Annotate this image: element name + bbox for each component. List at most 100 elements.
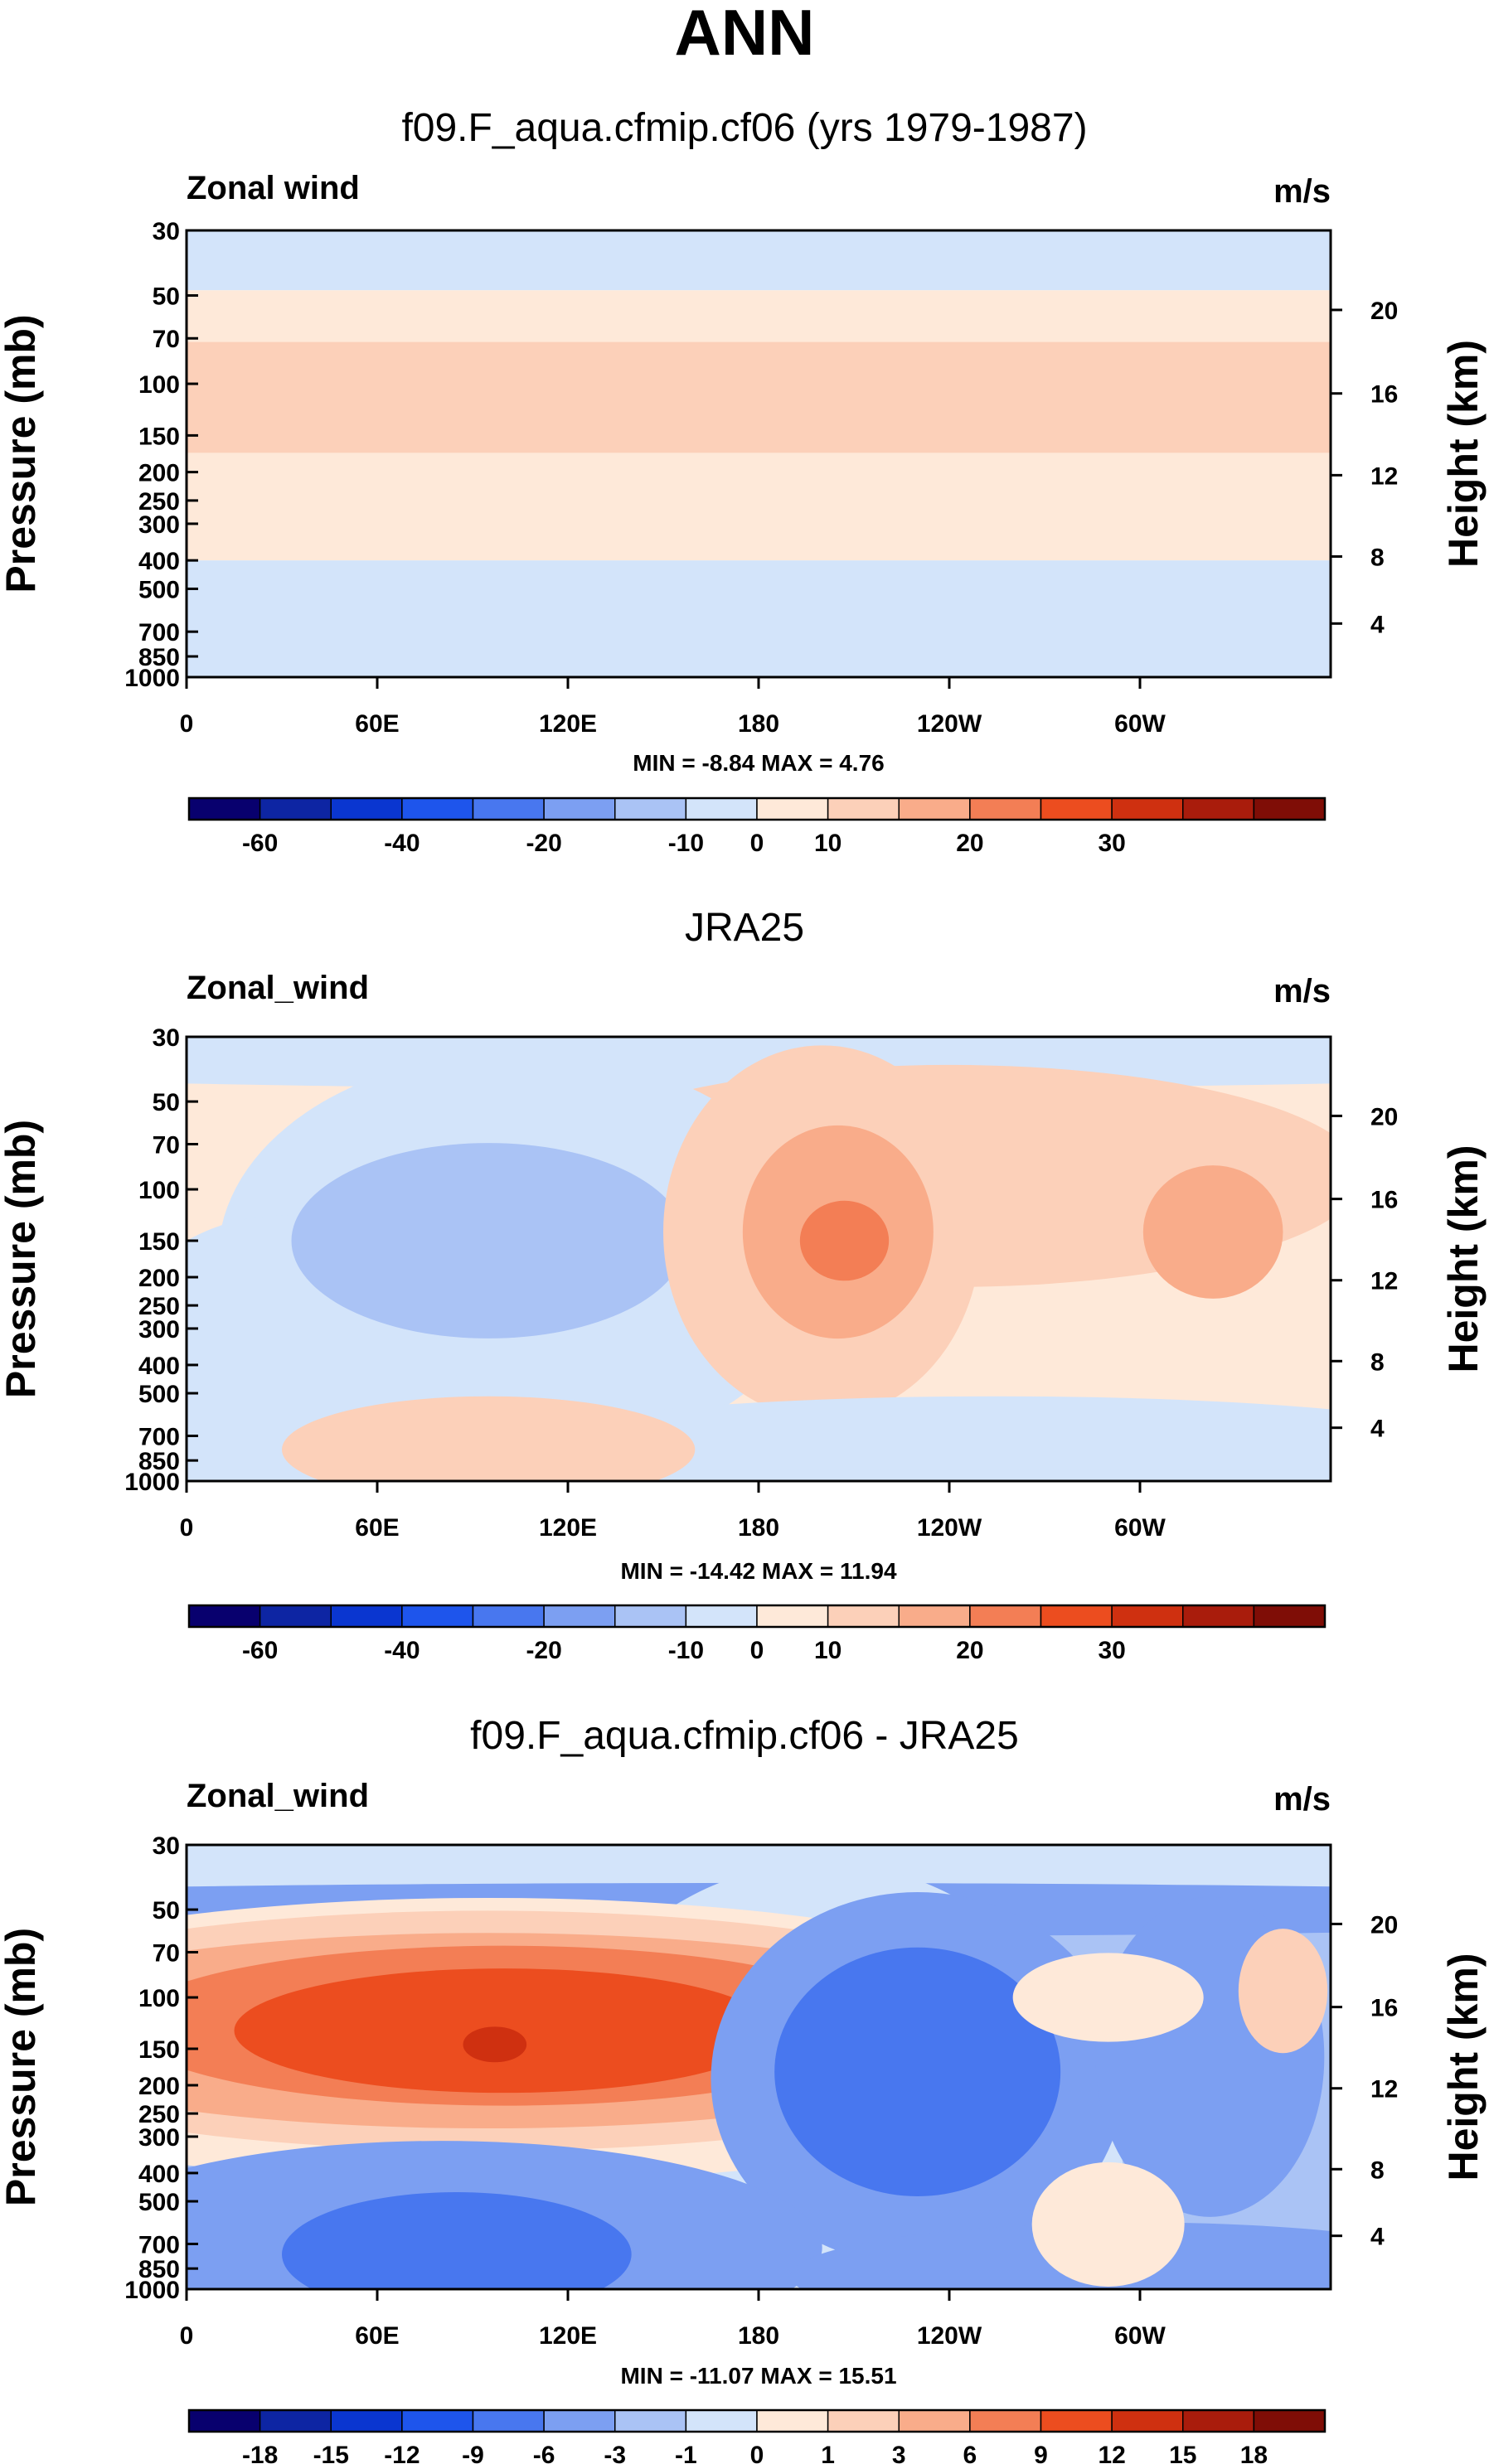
y-axis-title: Pressure (mb) <box>0 1120 44 1398</box>
x-tick-label: 60W <box>1114 1514 1166 1542</box>
colorbar-label: -6 <box>533 2442 555 2464</box>
panel-title: f09.F_aqua.cfmip.cf06 - JRA25 <box>470 1714 1019 1758</box>
colorbar-frame <box>187 796 1327 821</box>
colorbar: -18 -15 -12 -9 -6 -3 -1 0 1 3 6 9 12 15 18 <box>187 2408 1327 2464</box>
colorbar-swatch <box>330 1605 403 1628</box>
x-tick-label: 120W <box>917 710 982 738</box>
y-tick-label: 1000 <box>124 2277 180 2304</box>
contour-field <box>187 1037 1331 1481</box>
y-tick-label: 50 <box>153 1089 180 1116</box>
y-tick-label: 30 <box>153 1024 180 1052</box>
contour-region <box>1142 1165 1283 1299</box>
colorbar-label: -9 <box>462 2442 484 2464</box>
y-tick-label: 1000 <box>124 665 180 692</box>
y2-tick-label: 16 <box>1370 381 1398 409</box>
colorbar-swatch <box>756 1605 829 1628</box>
y2-tick-label: 20 <box>1370 1911 1398 1939</box>
y-axis-title: Pressure (mb) <box>0 1928 44 2206</box>
colorbar-label: 30 <box>1098 830 1125 857</box>
contour-band <box>187 453 1331 561</box>
units-label: m/s <box>1273 173 1331 210</box>
colorbar-swatch <box>472 1605 545 1628</box>
colorbar-label: 10 <box>814 830 842 857</box>
units-label: m/s <box>1273 1781 1331 1818</box>
y-tick-label: 400 <box>138 2161 180 2188</box>
colorbar-swatch <box>259 797 332 821</box>
x-tick-label: 0 <box>180 1514 194 1542</box>
y-tick-label: 700 <box>138 2231 180 2258</box>
y-tick-label: 50 <box>153 283 180 311</box>
y-tick-label: 250 <box>138 488 180 516</box>
colorbar-label: -10 <box>668 1637 704 1664</box>
y2-tick-label: 8 <box>1370 2157 1385 2184</box>
y2-tick-label: 12 <box>1370 462 1398 490</box>
y2-tick-label: 12 <box>1370 1268 1398 1295</box>
colorbar-label: 15 <box>1169 2442 1196 2464</box>
colorbar-swatch <box>330 2409 403 2433</box>
x-tick-label: 60W <box>1114 710 1166 738</box>
colorbar-swatch <box>969 1605 1042 1628</box>
colorbar-label: -40 <box>384 1637 420 1664</box>
x-tick-label: 120E <box>539 1514 597 1542</box>
colorbar-label: 18 <box>1240 2442 1268 2464</box>
x-tick-label: 180 <box>738 1514 779 1542</box>
y-tick-label: 500 <box>138 576 180 603</box>
colorbar-label: 6 <box>963 2442 977 2464</box>
colorbar-swatch <box>1182 797 1255 821</box>
y2-tick-label: 4 <box>1370 611 1385 638</box>
y-tick-label: 700 <box>138 619 180 646</box>
colorbar-swatch <box>614 797 687 821</box>
y2-tick-label: 20 <box>1370 1103 1398 1130</box>
colorbar-swatch <box>1253 1605 1326 1628</box>
y-tick-label: 100 <box>138 1177 180 1204</box>
colorbar-swatch <box>614 1605 687 1628</box>
x-tick-label: 60E <box>355 710 399 738</box>
colorbar-label: 3 <box>892 2442 906 2464</box>
y-tick-label: 30 <box>153 218 180 245</box>
colorbar-swatch <box>1182 1605 1255 1628</box>
contour-region <box>774 1947 1061 2196</box>
contour-field <box>187 230 1331 677</box>
colorbar-swatch <box>756 2409 829 2433</box>
colorbar-swatch <box>543 797 616 821</box>
y-tick-label: 70 <box>153 326 180 353</box>
panel-1: f09.F_aqua.cfmip.cf06 (yrs 1979-1987) Zon… <box>0 106 1487 857</box>
colorbar: -60 -40 -20 -10 0 10 20 30 <box>187 1604 1327 1664</box>
min-max-stats: MIN = -8.84 MAX = 4.76 <box>633 750 884 776</box>
colorbar-swatch <box>188 2409 261 2433</box>
colorbar-label: -15 <box>313 2442 349 2464</box>
y2-tick-label: 16 <box>1370 1187 1398 1214</box>
colorbar-swatch <box>1111 2409 1184 2433</box>
colorbar-swatch <box>1111 797 1184 821</box>
colorbar-label: 10 <box>814 1637 842 1664</box>
y2-tick-label: 12 <box>1370 2076 1398 2103</box>
contour-band <box>187 341 1331 453</box>
y-tick-label: 50 <box>153 1897 180 1924</box>
y-tick-label: 150 <box>138 423 180 450</box>
y-tick-label: 700 <box>138 1423 180 1450</box>
colorbar-swatch <box>401 1605 474 1628</box>
y-tick-label: 500 <box>138 1381 180 1408</box>
colorbar-swatch <box>969 2409 1042 2433</box>
y2-tick-label: 16 <box>1370 1995 1398 2022</box>
colorbar-swatch <box>401 2409 474 2433</box>
y2-axis-title: Height (km) <box>1440 1953 1487 2181</box>
colorbar-swatch <box>685 1605 758 1628</box>
contour-region <box>1012 1953 1204 2042</box>
colorbar-label: 20 <box>956 1637 983 1664</box>
contour-band <box>187 290 1331 342</box>
y2-tick-label: 8 <box>1370 1348 1385 1376</box>
x-tick-label: 180 <box>738 710 779 738</box>
colorbar-swatch <box>401 797 474 821</box>
units-label: m/s <box>1273 973 1331 1009</box>
colorbar-label: -3 <box>604 2442 626 2464</box>
y-tick-label: 200 <box>138 460 180 487</box>
colorbar-label: 30 <box>1098 1637 1125 1664</box>
variable-label: Zonal_wind <box>187 1778 369 1814</box>
y2-tick-label: 4 <box>1370 1416 1385 1443</box>
y-tick-label: 400 <box>138 548 180 575</box>
colorbar-swatch <box>543 2409 616 2433</box>
colorbar-swatch <box>1040 797 1113 821</box>
colorbar-swatch <box>1040 1605 1113 1628</box>
